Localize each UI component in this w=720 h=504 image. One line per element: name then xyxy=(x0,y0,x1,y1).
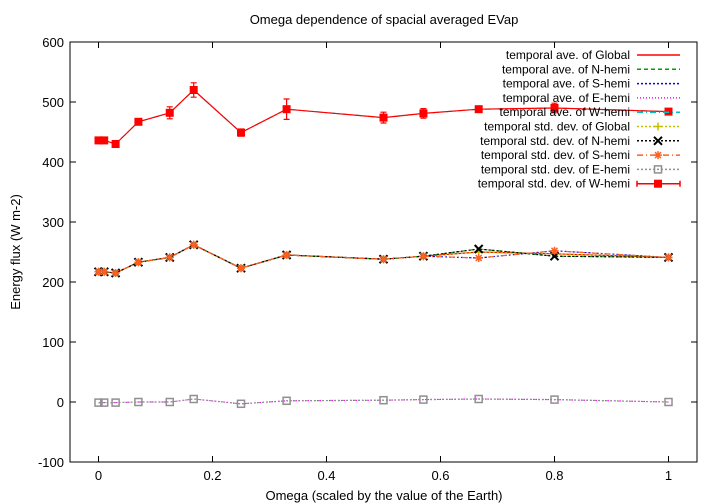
data-point xyxy=(550,246,559,255)
plot-frame xyxy=(69,41,698,463)
legend-item: temporal std. dev. of Global xyxy=(484,120,680,134)
y-tick-label: 300 xyxy=(42,215,64,230)
data-point xyxy=(474,394,483,404)
y-tick-label: 200 xyxy=(42,275,64,290)
legend-label: temporal std. dev. of W-hemi xyxy=(478,177,630,191)
y-tick-label: 100 xyxy=(42,335,64,350)
data-point xyxy=(134,258,143,267)
data-point xyxy=(165,397,174,407)
legend-item: temporal std. dev. of S-hemi xyxy=(481,148,680,162)
data-point xyxy=(653,165,663,174)
data-point xyxy=(473,244,484,254)
x-tick-label: 1 xyxy=(665,468,672,483)
series-layer xyxy=(93,82,674,409)
series-line xyxy=(98,398,669,405)
legend-item: temporal ave. of E-hemi xyxy=(503,91,680,105)
data-point xyxy=(237,264,245,273)
legend-label: temporal std. dev. of N-hemi xyxy=(480,134,630,148)
data-point xyxy=(100,267,109,276)
legend-item: temporal ave. of N-hemi xyxy=(502,62,680,76)
y-tick-label: 400 xyxy=(42,155,64,170)
data-point xyxy=(99,398,109,407)
data-point xyxy=(282,396,291,406)
data-point xyxy=(94,398,103,407)
legend-item: temporal std. dev. of N-hemi xyxy=(480,134,680,148)
y-tick-label: 500 xyxy=(42,95,64,110)
data-point xyxy=(419,252,428,261)
legend-errorbar-cap xyxy=(636,180,681,187)
x-axis-label: Omega (scaled by the value of the Earth) xyxy=(265,488,502,503)
y-tick-label: 0 xyxy=(57,395,64,410)
data-point xyxy=(282,251,291,259)
data-point xyxy=(474,105,483,114)
legend-label: temporal std. dev. of S-hemi xyxy=(481,148,630,162)
legend-label: temporal ave. of E-hemi xyxy=(503,91,630,105)
data-point xyxy=(165,253,174,262)
data-point xyxy=(550,395,559,404)
legend-label: temporal std. dev. of E-hemi xyxy=(481,162,630,176)
legend-label: temporal ave. of Global xyxy=(506,48,630,62)
legend-label: temporal ave. of W-hemi xyxy=(500,105,631,119)
data-point xyxy=(94,267,103,276)
data-point xyxy=(419,109,428,118)
legend-label: temporal ave. of N-hemi xyxy=(502,62,630,76)
data-point xyxy=(100,136,109,145)
data-point xyxy=(379,255,388,264)
legend-label: temporal std. dev. of Global xyxy=(484,120,630,134)
data-point xyxy=(654,179,662,188)
x-tick-label: 0.2 xyxy=(203,468,221,483)
data-point xyxy=(111,140,120,148)
data-point xyxy=(236,399,246,409)
y-axis-label: Energy flux (W m-2) xyxy=(8,194,23,310)
data-point xyxy=(653,136,663,146)
data-point xyxy=(111,269,120,277)
data-point xyxy=(189,86,198,94)
data-point xyxy=(379,395,388,405)
data-point xyxy=(474,254,483,262)
x-tick-label: 0.4 xyxy=(317,468,335,483)
data-point xyxy=(419,395,428,404)
data-point xyxy=(282,105,291,114)
data-point xyxy=(165,108,174,117)
data-point xyxy=(654,151,662,160)
data-point xyxy=(111,398,120,407)
data-point xyxy=(189,240,198,249)
x-tick-label: 0 xyxy=(95,468,102,483)
legend-item: temporal ave. of W-hemi xyxy=(500,105,680,119)
data-point xyxy=(189,394,198,404)
x-tick-label: 0.6 xyxy=(431,468,449,483)
y-tick-label: -100 xyxy=(38,455,64,470)
data-point xyxy=(134,117,143,126)
y-tick-label: 600 xyxy=(42,35,64,50)
data-point xyxy=(550,104,559,112)
x-tick-label: 0.8 xyxy=(545,468,563,483)
legend-item: temporal std. dev. of E-hemi xyxy=(481,162,680,176)
data-point xyxy=(654,122,662,131)
chart-title: Omega dependence of spacial averaged EVa… xyxy=(250,12,519,27)
legend-label: temporal ave. of S-hemi xyxy=(503,77,630,91)
data-point xyxy=(664,253,673,262)
data-point xyxy=(664,397,673,407)
data-point xyxy=(134,397,143,407)
series-8 xyxy=(94,240,673,277)
data-point xyxy=(237,128,245,137)
ticks-layer: -100 0 100 200 300 400 500 600 0 0.2 0.4 0.6 0.8 1 xyxy=(38,35,697,483)
legend-item: temporal std. dev. of W-hemi xyxy=(478,177,681,191)
data-point xyxy=(379,113,388,122)
legend-item: temporal ave. of S-hemi xyxy=(503,77,680,91)
legend-item: temporal ave. of Global xyxy=(506,48,680,62)
series-9 xyxy=(94,394,673,409)
